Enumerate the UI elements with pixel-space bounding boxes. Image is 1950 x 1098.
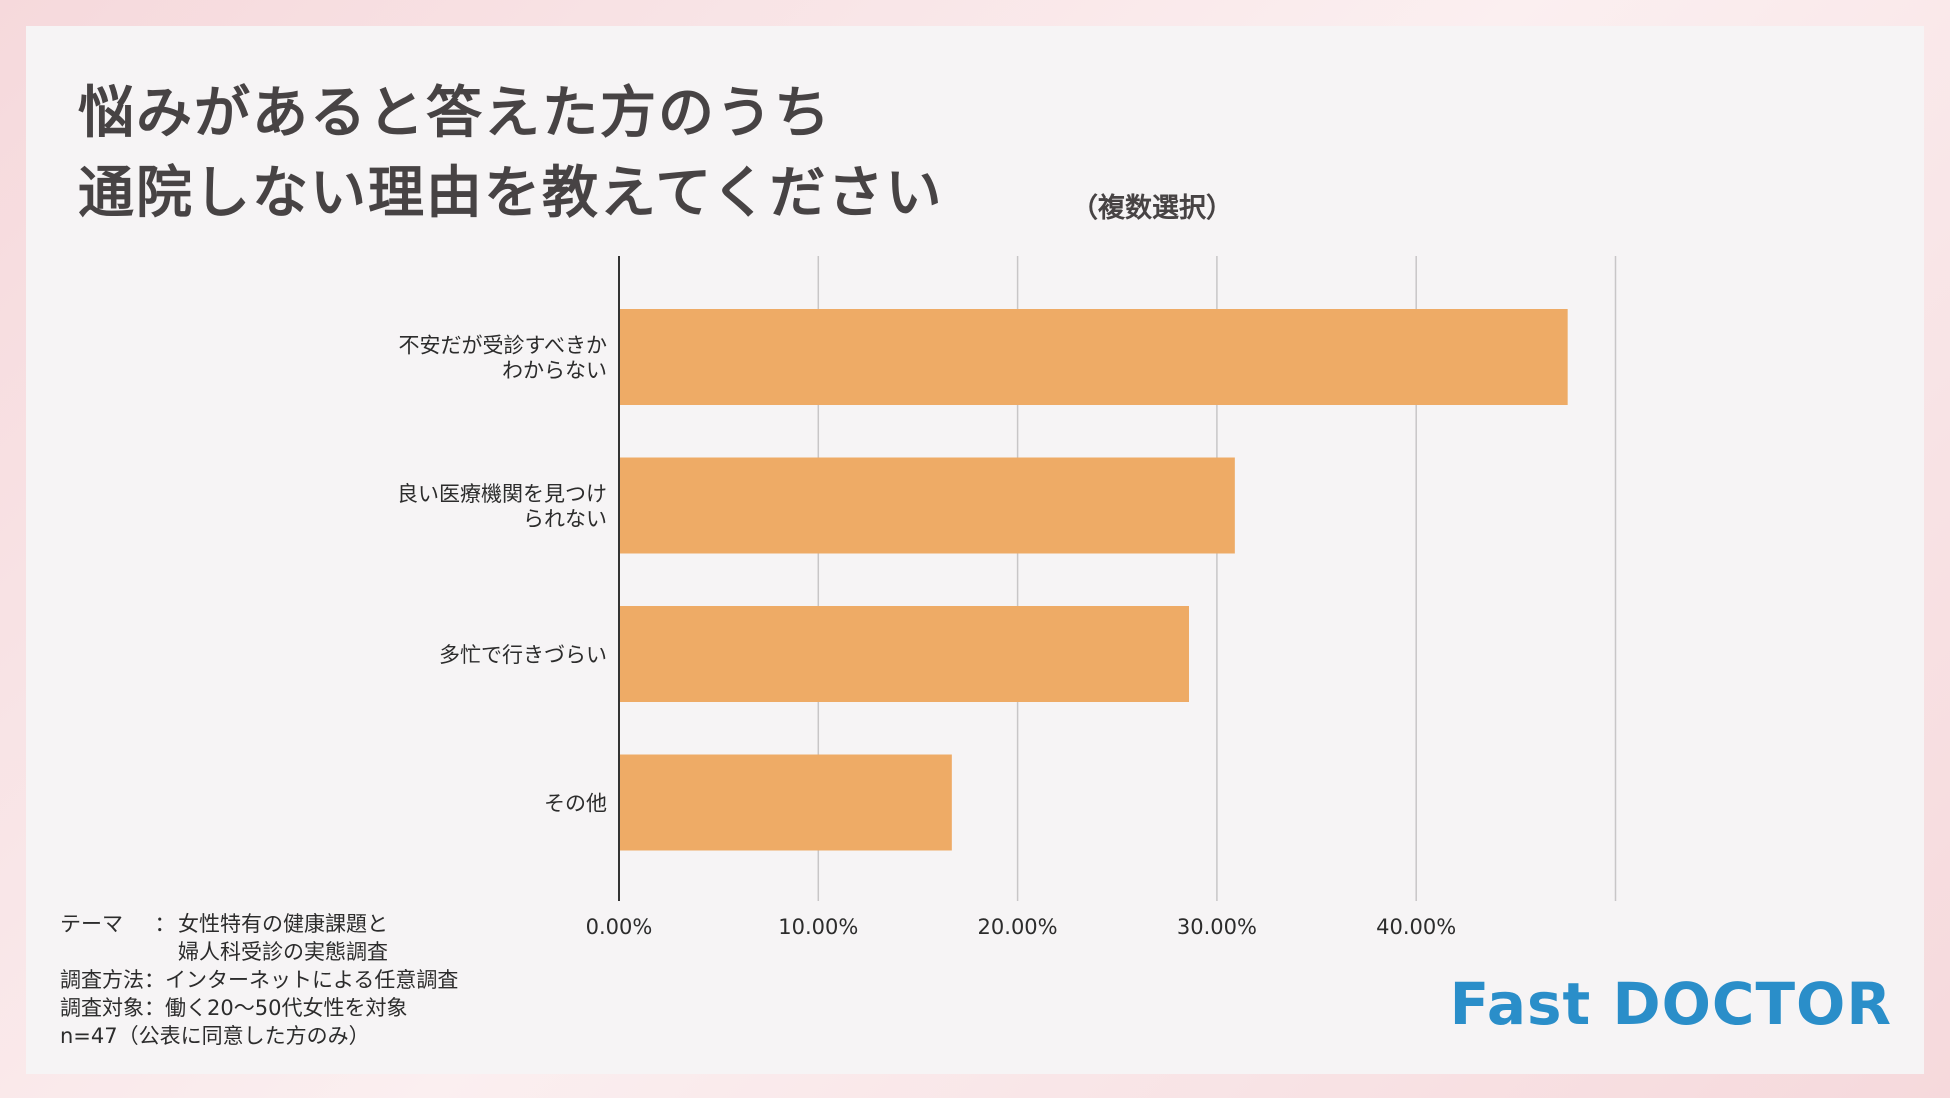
bar-3 <box>619 754 952 851</box>
x-tick-label-0: 0.00% <box>586 915 653 939</box>
chart-card: 悩みがあると答えた方のうち 通院しない理由を教えてください （複数選択） 不安だ… <box>26 26 1924 1074</box>
footer-theme-row-2: 婦人科受診の実態調査 <box>60 938 458 966</box>
category-label-0-1: わからない <box>502 359 607 383</box>
survey-footer: テーマ ： 女性特有の健康課題と 婦人科受診の実態調査 調査方法 ： インターネ… <box>60 910 458 1050</box>
footer-theme-value-1: 女性特有の健康課題と <box>178 912 388 936</box>
chart-title-line2: 通院しない理由を教えてください <box>78 161 944 226</box>
footer-method-value: インターネットによる任意調査 <box>165 968 459 992</box>
footer-method-row: 調査方法 ： インターネットによる任意調査 <box>60 966 458 994</box>
footer-method-label: 調査方法 <box>60 968 144 992</box>
footer-theme-value-2: 婦人科受診の実態調査 <box>178 940 388 964</box>
category-label-2-0: 多忙で行きづらい <box>439 643 607 667</box>
x-tick-label-1: 10.00% <box>778 915 858 939</box>
footer-target-label: 調査対象 <box>60 996 144 1020</box>
fast-doctor-logo: Fast DOCTOR <box>1449 970 1892 1038</box>
chart-title-note: （複数選択） <box>1071 193 1233 224</box>
footer-sample: n=47（公表に同意した方のみ） <box>60 1024 370 1048</box>
footer-theme-row: テーマ ： 女性特有の健康課題と <box>60 910 458 938</box>
footer-target-sep: ： <box>144 996 165 1020</box>
footer-theme-sep: ： <box>154 912 176 936</box>
x-tick-label-2: 20.00% <box>978 915 1058 939</box>
category-label-1-1: られない <box>523 507 607 531</box>
category-label-3-0: その他 <box>544 792 607 816</box>
footer-target-value: 働く20〜50代女性を対象 <box>165 996 408 1020</box>
footer-target-row: 調査対象 ： 働く20〜50代女性を対象 <box>60 994 458 1022</box>
chart-title-line1: 悩みがあると答えた方のうち <box>78 81 832 146</box>
bar-0 <box>619 309 1568 405</box>
x-tick-label-4: 40.00% <box>1376 915 1456 939</box>
x-tick-label-3: 30.00% <box>1177 915 1257 939</box>
bar-chart: 不安だが受診すべきかわからない良い医療機関を見つけられない多忙で行きづらいその他… <box>397 256 1617 939</box>
bar-1 <box>619 457 1235 554</box>
footer-theme-label: テーマ <box>60 912 123 936</box>
category-label-0-0: 不安だが受診すべきか <box>398 334 607 358</box>
footer-sample-row: n=47（公表に同意した方のみ） <box>60 1022 458 1050</box>
category-label-1-0: 良い医療機関を見つけ <box>397 482 607 506</box>
footer-method-sep: ： <box>144 968 165 992</box>
bar-2 <box>619 606 1189 702</box>
